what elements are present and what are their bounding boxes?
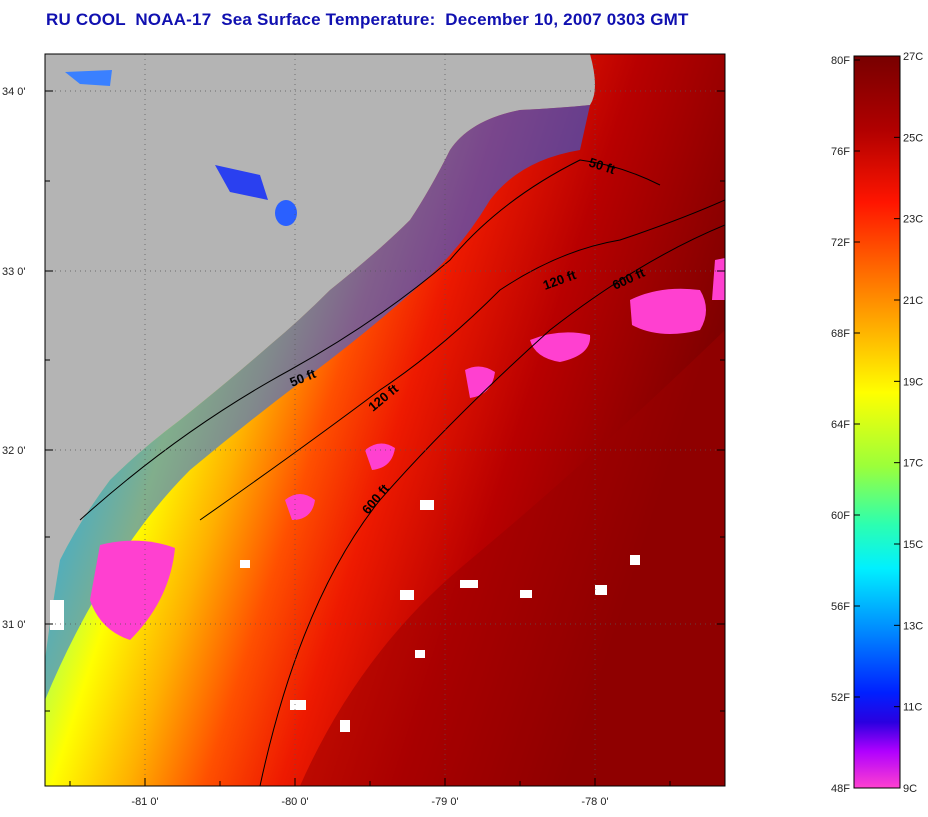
cloud-patch — [465, 366, 495, 398]
colorbar-c-label: 21C — [903, 295, 923, 307]
colorbar-c-label: 27C — [903, 51, 923, 63]
colorbar-f-label: 52F — [831, 692, 850, 704]
colorbar — [853, 55, 901, 789]
cloud-specks — [50, 500, 640, 732]
colorbar-c-label: 15C — [903, 539, 923, 551]
lat-label: 32 0' — [2, 445, 26, 457]
cloud-patch — [712, 258, 725, 300]
colorbar-f-label: 56F — [831, 601, 850, 613]
lon-label: -79 0' — [431, 796, 458, 808]
colorbar-f-label: 64F — [831, 419, 850, 431]
lon-label: -80 0' — [281, 796, 308, 808]
lake — [275, 200, 297, 226]
colorbar-c-label: 11C — [903, 702, 922, 714]
colorbar-c-label: 17C — [903, 458, 923, 470]
colorbar-f-label: 76F — [831, 146, 850, 158]
contour-50ft — [79, 159, 661, 521]
colorbar-c-label: 25C — [903, 132, 923, 144]
colorbar-ticks: 80F 76F 72F 68F 64F 60F 56F 52F 48F 27C 25C 23C 21C 1… — [831, 51, 923, 795]
gulf-stream-core — [300, 330, 725, 786]
colorbar-f-label: 60F — [831, 510, 850, 522]
lon-label: -81 0' — [131, 796, 158, 808]
colorbar-f-label: 68F — [831, 328, 850, 340]
frame-ticks — [45, 90, 725, 786]
contour-600ft — [259, 224, 725, 786]
colorbar-c-label: 9C — [903, 783, 917, 795]
lon-label: -78 0' — [581, 796, 608, 808]
land-area — [45, 54, 595, 660]
lat-label: 31 0' — [2, 619, 26, 631]
lake — [215, 165, 268, 200]
map-title: RU COOL NOAA-17 Sea Surface Temperature:… — [46, 10, 689, 29]
graticule — [45, 54, 725, 786]
lat-label: 34 0' — [2, 86, 26, 98]
colorbar-f-label: 72F — [831, 237, 850, 249]
lat-label: 33 0' — [2, 266, 26, 278]
colorbar-c-label: 19C — [903, 376, 923, 388]
lake — [65, 70, 112, 86]
colorbar-f-label: 80F — [831, 55, 850, 67]
contour-120ft — [199, 199, 725, 521]
colorbar-c-label: 13C — [903, 620, 923, 632]
colorbar-f-label: 48F — [831, 783, 850, 795]
cloud-patch — [90, 540, 175, 640]
cloud-patch — [630, 288, 706, 334]
map-frame — [44, 53, 726, 787]
cloud-patch — [285, 494, 315, 520]
cloud-patch — [530, 332, 591, 362]
cloud-patch — [365, 443, 395, 470]
colorbar-c-label: 23C — [903, 214, 923, 226]
